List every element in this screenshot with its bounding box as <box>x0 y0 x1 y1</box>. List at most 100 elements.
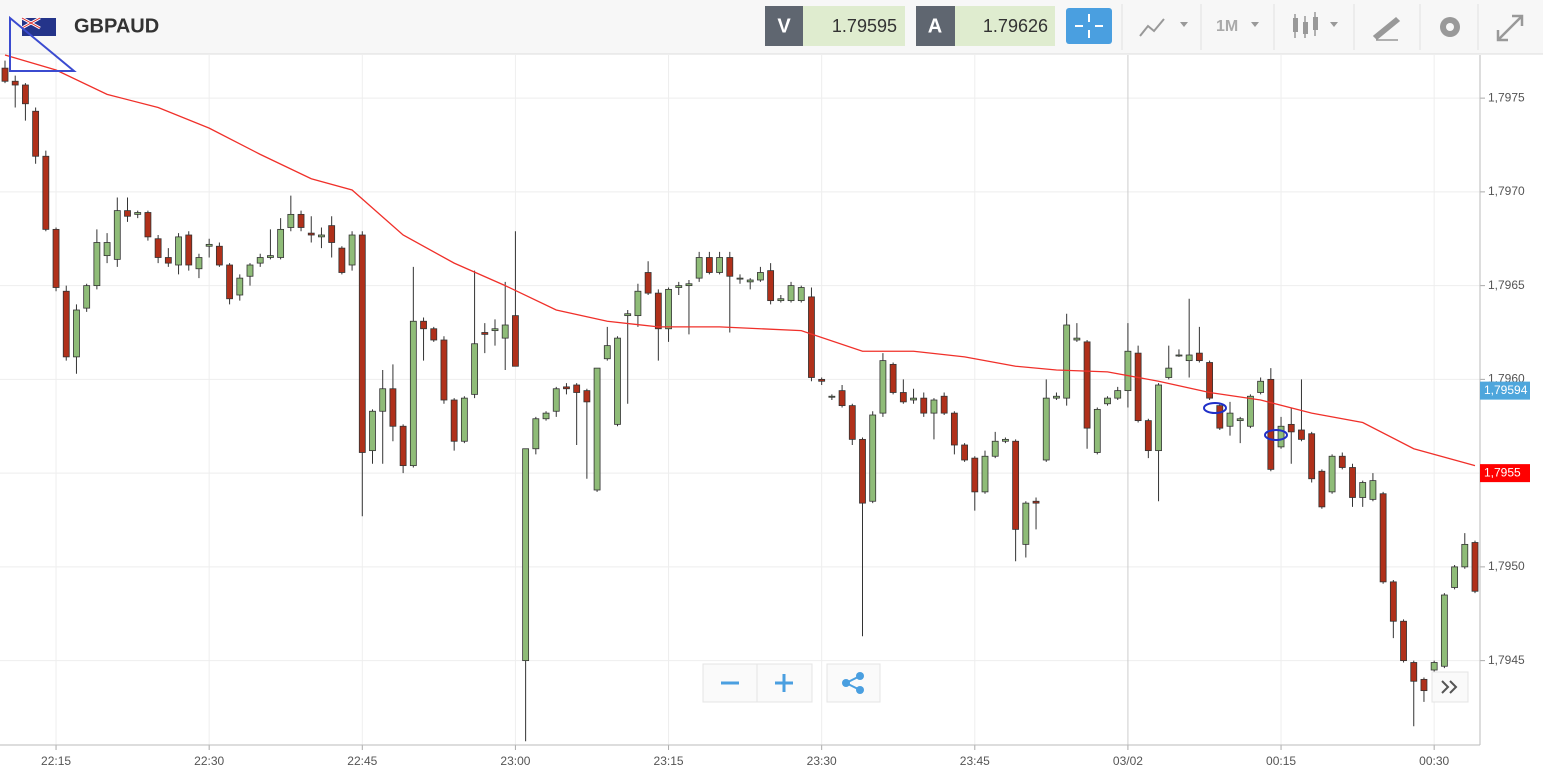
x-tick-label: 23:15 <box>654 754 684 768</box>
candle-body <box>1134 352 1142 422</box>
candle-body <box>1318 470 1326 508</box>
candle-body <box>1451 566 1458 588</box>
zoom-in-button[interactable] <box>756 663 813 703</box>
candle-body <box>62 290 70 358</box>
candle-body <box>11 80 19 86</box>
candle-body <box>134 212 142 215</box>
candle-body <box>1226 412 1234 427</box>
candle-body <box>859 438 866 504</box>
candle-body <box>1369 480 1377 500</box>
candle-body <box>1093 408 1101 453</box>
ask-box[interactable] <box>955 6 1055 46</box>
candle-body <box>175 236 182 266</box>
candle-body <box>1430 662 1438 671</box>
candle-body <box>695 257 703 279</box>
candle-body <box>777 298 785 302</box>
candle-body <box>869 414 877 502</box>
y-tick-label: 1,7970 <box>1488 184 1525 198</box>
x-tick-label: 23:45 <box>960 754 990 768</box>
candle-body <box>1165 367 1173 378</box>
candle-body <box>542 412 550 420</box>
timeframe[interactable]: 1M <box>1216 18 1238 35</box>
candle-body <box>348 234 356 266</box>
candle-body <box>1073 337 1081 341</box>
x-tick-label: 23:30 <box>807 754 837 768</box>
candle-body <box>481 332 489 335</box>
candle-body <box>930 399 938 414</box>
zoom-out-button[interactable] <box>702 663 758 703</box>
candle-body <box>1216 405 1224 429</box>
candle-body <box>971 457 979 493</box>
candle-body <box>512 315 519 367</box>
x-tick-label: 03/02 <box>1113 754 1143 768</box>
candle-body <box>1155 384 1162 452</box>
candle-body <box>1063 324 1071 399</box>
x-tick-label: 22:30 <box>194 754 224 768</box>
drawing-triangle[interactable] <box>9 15 77 72</box>
candle-body <box>818 378 826 382</box>
candle-body <box>767 270 775 302</box>
candle-body <box>277 228 285 258</box>
candle-body <box>746 279 754 283</box>
price-tag-label: 1,79594 <box>1484 383 1528 397</box>
candle-body <box>1308 433 1316 480</box>
x-tick-label: 00:15 <box>1266 754 1296 768</box>
candle-body <box>603 345 611 360</box>
candle-body <box>1328 455 1336 493</box>
x-tick-label: 22:45 <box>347 754 377 768</box>
candle-body <box>297 213 305 228</box>
candle-body <box>430 328 438 341</box>
candle-body <box>379 388 387 412</box>
candle-body <box>1440 594 1448 667</box>
candle-body <box>991 440 999 457</box>
candle-body <box>522 448 530 662</box>
candle-body <box>532 418 540 450</box>
candle-body <box>1349 467 1356 498</box>
candle-body <box>1083 341 1091 429</box>
candle-body <box>1002 438 1009 442</box>
y-tick-label: 1,7975 <box>1488 90 1525 104</box>
drawing-ellipse[interactable] <box>1264 429 1288 441</box>
bid-label-box[interactable] <box>765 6 803 46</box>
price-tag-label: 1,7955 <box>1484 465 1521 479</box>
candle-body <box>614 337 621 425</box>
candle-body <box>1359 482 1367 498</box>
candle-body <box>665 288 672 330</box>
bid-label: V <box>777 15 791 37</box>
bid-box[interactable] <box>803 6 905 46</box>
crosshair-button[interactable] <box>1066 8 1112 44</box>
candle-body <box>1175 354 1183 357</box>
candle-body <box>552 388 560 412</box>
share-button[interactable] <box>826 663 881 703</box>
candle-body <box>144 212 152 238</box>
candle-body <box>215 245 223 266</box>
ask-label-box[interactable] <box>916 6 955 46</box>
candle-body <box>1195 352 1203 362</box>
candle-body <box>940 395 948 414</box>
candle-body <box>409 320 417 467</box>
y-tick-label: 1,7965 <box>1488 278 1525 292</box>
candle-body <box>501 324 509 339</box>
candle-body <box>246 264 254 277</box>
candle-body <box>1338 455 1346 468</box>
candle-body <box>103 242 111 257</box>
candle-body <box>716 257 723 273</box>
toolbar-icons[interactable]: 1M <box>1121 4 1524 50</box>
drawing-ellipse[interactable] <box>1203 402 1227 414</box>
candle-body <box>634 290 642 317</box>
plot-area: 1,79451,79501,79551,79601,79651,79701,79… <box>0 54 1525 768</box>
candle-body <box>583 390 591 403</box>
candle-body <box>920 397 928 414</box>
candle-body <box>573 384 581 393</box>
x-tick-label: 00:30 <box>1419 754 1449 768</box>
y-tick-label: 1,7945 <box>1488 653 1525 667</box>
candle-body <box>338 247 346 273</box>
candle-body <box>32 110 40 157</box>
scroll-end-button[interactable] <box>1431 671 1469 703</box>
candle-body <box>124 210 131 217</box>
moving-average <box>4 54 1476 467</box>
candle-body <box>726 257 734 277</box>
candle-body <box>256 257 264 264</box>
